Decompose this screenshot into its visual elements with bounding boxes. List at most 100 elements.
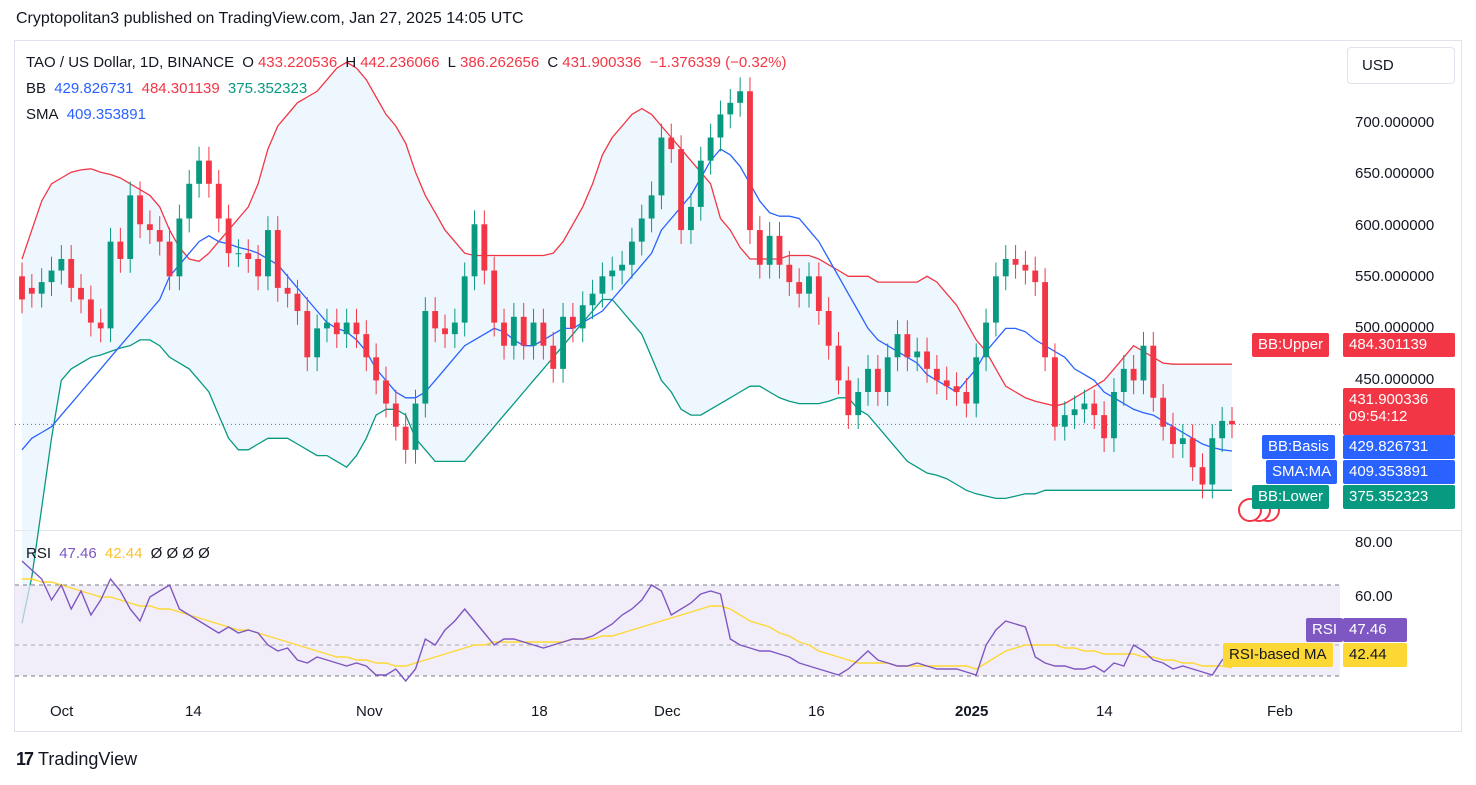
candle-body	[678, 149, 685, 231]
candle-body	[1081, 403, 1088, 410]
candle-body	[628, 241, 635, 265]
candle-body	[1150, 345, 1157, 398]
price-axis-label: 700.000000	[1355, 114, 1435, 131]
candle-body	[589, 293, 596, 306]
rsi-legend[interactable]: RSI 47.46 42.44 Ø Ø Ø Ø	[26, 545, 214, 562]
candle-body	[412, 403, 419, 450]
candle-body	[1051, 357, 1058, 427]
candle-body	[314, 328, 321, 358]
rsi-ma-value: 42.44	[104, 545, 143, 562]
candle-body	[274, 230, 281, 288]
bb-lower-name-tag: BB:Lower	[1252, 485, 1330, 509]
candle-body	[373, 357, 380, 381]
candle-body	[717, 114, 724, 138]
low-value: 386.262656	[459, 54, 540, 71]
rsi-value-tag: 47.46	[1343, 618, 1407, 642]
candle-body	[943, 380, 950, 387]
candle-body	[825, 311, 832, 346]
pane-divider[interactable]	[15, 530, 1461, 531]
last-price-tag: 431.900336 09:54:12	[1343, 388, 1455, 435]
time-axis-label: 2025	[955, 703, 989, 720]
candle-body	[609, 270, 616, 277]
close-label: C	[547, 54, 559, 71]
candle-body	[471, 224, 478, 277]
candle-body	[1170, 426, 1176, 445]
candle-body	[432, 311, 439, 329]
candle-body	[176, 218, 183, 277]
candle-body	[1229, 420, 1235, 425]
candle-body	[1091, 403, 1098, 416]
candle-body	[442, 328, 448, 335]
candle-body	[166, 241, 173, 277]
rsi-name-tag: RSI	[1306, 618, 1344, 642]
rsi-value: 47.46	[59, 545, 97, 562]
candle-body	[953, 386, 960, 392]
candle-body	[392, 403, 399, 427]
candle-body	[815, 276, 822, 312]
candle-body	[304, 311, 311, 358]
change-value: −1.376339 (−0.32%)	[649, 54, 787, 71]
bb-label: BB	[26, 80, 47, 97]
symbol-name[interactable]: TAO / US Dollar, 1D, BINANCE	[26, 54, 235, 71]
candle-body	[697, 160, 704, 207]
rsi-line	[21, 560, 1233, 683]
open-value: 433.220536	[257, 54, 338, 71]
candle-body	[786, 264, 793, 283]
low-label: L	[447, 54, 456, 71]
bb-band-fill	[22, 62, 1232, 624]
sma-value-tag: 409.353891	[1343, 460, 1455, 484]
candle-body	[756, 230, 763, 265]
footer-brand[interactable]: 17 TradingView	[16, 749, 137, 770]
bb-legend[interactable]: BB 429.826731 484.301139 375.352323	[26, 80, 311, 97]
candle-body	[619, 264, 626, 271]
price-axis-label: 550.000000	[1355, 268, 1435, 285]
candle-body	[58, 258, 65, 271]
candle-body	[156, 230, 163, 242]
currency-button[interactable]: USD	[1347, 47, 1455, 84]
bb-lower-value: 375.352323	[227, 80, 308, 97]
time-axis-label: Nov	[356, 703, 383, 720]
price-axis-label: 650.000000	[1355, 165, 1435, 182]
candle-body	[747, 91, 753, 231]
candle-body	[501, 322, 507, 346]
candle-body	[225, 218, 232, 254]
candle-body	[78, 287, 84, 300]
bar-countdown: 09:54:12	[1349, 408, 1408, 425]
candle-body	[855, 391, 862, 416]
candle-body	[1179, 438, 1186, 445]
candle-body	[186, 183, 193, 219]
candle-body	[540, 322, 547, 346]
candle-body	[1219, 420, 1226, 439]
candle-body	[353, 322, 360, 335]
sma-legend[interactable]: SMA 409.353891	[26, 106, 150, 123]
candle-body	[68, 258, 75, 288]
candle-body	[343, 322, 350, 335]
bb-basis-value: 429.826731	[54, 80, 134, 97]
candle-body	[638, 218, 645, 242]
bb-upper-value: 484.301139	[141, 80, 220, 97]
bb-basis-name-tag: BB:Basis	[1262, 435, 1335, 459]
candle-body	[1160, 397, 1167, 427]
chart-frame	[14, 40, 1462, 732]
bb-basis-value-tag: 429.826731	[1343, 435, 1455, 459]
candle-body	[796, 282, 803, 294]
candle-body	[294, 293, 301, 312]
candle-body	[422, 311, 429, 404]
candle-body	[933, 368, 940, 381]
candle-body	[205, 160, 212, 184]
candle-body	[648, 195, 655, 219]
candle-body	[491, 270, 498, 323]
candle-body	[265, 230, 271, 277]
sma-label: SMA	[26, 106, 59, 123]
candle-body	[137, 195, 143, 225]
rsi-band-fill	[15, 585, 1340, 676]
open-label: O	[242, 54, 254, 71]
candle-body	[255, 258, 262, 277]
rsi-axis-label: 60.00	[1355, 588, 1393, 605]
candle-body	[806, 276, 812, 294]
time-axis-label: Feb	[1267, 703, 1293, 720]
candle-body	[19, 276, 25, 300]
time-axis-label: 14	[185, 703, 202, 720]
candle-body	[1061, 415, 1068, 427]
